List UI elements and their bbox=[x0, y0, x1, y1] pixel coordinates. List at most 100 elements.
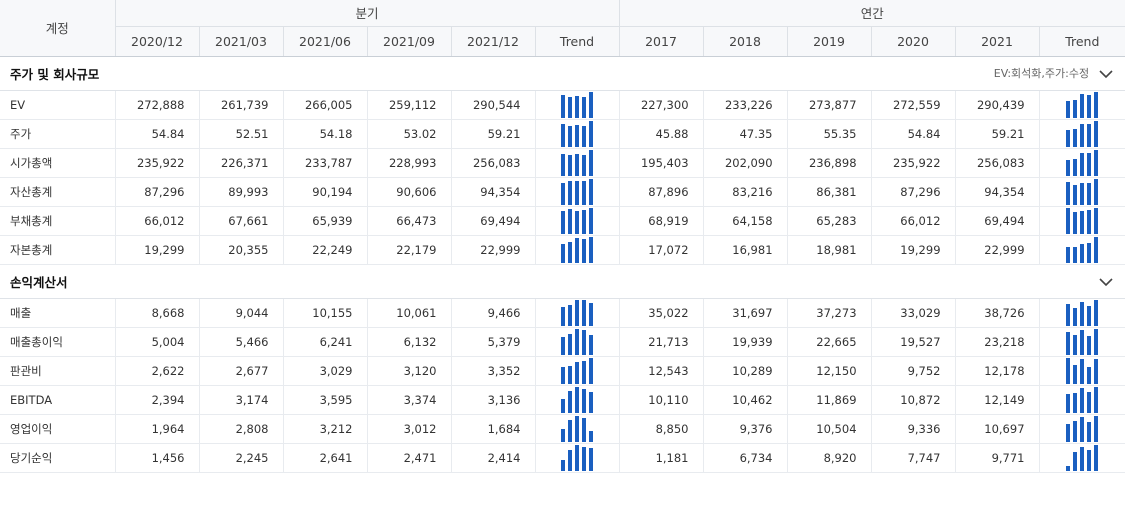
quarter-value-cell: 6,241 bbox=[283, 327, 368, 357]
quarter-col-header: 2021/12 bbox=[451, 26, 536, 57]
quarter-value-cell: 10,061 bbox=[367, 298, 452, 328]
annual-trend-cell bbox=[1039, 327, 1125, 357]
annual-value-cell: 10,462 bbox=[703, 385, 788, 415]
annual-value-cell: 19,299 bbox=[871, 235, 956, 265]
trend-sparkbar-icon bbox=[1066, 386, 1099, 413]
quarter-col-header: 2021/03 bbox=[199, 26, 284, 57]
trend-bar bbox=[582, 238, 586, 263]
chevron-down-icon[interactable] bbox=[1099, 277, 1113, 287]
trend-sparkbar-icon bbox=[1066, 357, 1099, 384]
trend-bar bbox=[1080, 329, 1085, 355]
trend-bar bbox=[589, 236, 593, 263]
trend-sparkbar-icon bbox=[561, 120, 593, 147]
trend-bar bbox=[561, 182, 565, 205]
quarter-value-cell: 233,787 bbox=[283, 148, 368, 178]
quarter-value-cell: 3,595 bbox=[283, 385, 368, 415]
trend-sparkbar-icon bbox=[561, 415, 593, 442]
annual-value-cell: 195,403 bbox=[619, 148, 704, 178]
annual-value-cell: 6,734 bbox=[703, 443, 788, 473]
row-label: 자산총계 bbox=[0, 177, 116, 207]
quarter-col-header: 2021/06 bbox=[283, 26, 368, 57]
annual-value-cell: 45.88 bbox=[619, 119, 704, 149]
annual-value-cell: 54.84 bbox=[871, 119, 956, 149]
quarter-value-cell: 20,355 bbox=[199, 235, 284, 265]
quarter-trend-cell bbox=[535, 119, 620, 149]
trend-bar bbox=[1066, 159, 1071, 176]
trend-bar bbox=[1080, 446, 1085, 471]
trend-sparkbar-icon bbox=[561, 386, 593, 413]
quarter-value-cell: 66,012 bbox=[115, 206, 200, 236]
quarter-value-cell: 2,641 bbox=[283, 443, 368, 473]
trend-bar bbox=[1066, 423, 1071, 442]
quarter-value-cell: 65,939 bbox=[283, 206, 368, 236]
quarter-value-cell: 290,544 bbox=[451, 90, 536, 120]
annual-trend-cell bbox=[1039, 206, 1125, 236]
annual-value-cell: 59.21 bbox=[955, 119, 1040, 149]
quarter-trend-cell bbox=[535, 414, 620, 444]
section-toggle-button[interactable] bbox=[1089, 275, 1113, 288]
annual-value-cell: 66,012 bbox=[871, 206, 956, 236]
chevron-down-icon[interactable] bbox=[1099, 69, 1113, 79]
trend-sparkbar-icon bbox=[1066, 444, 1099, 471]
quarter-col-header: 2020/12 bbox=[115, 26, 200, 57]
trend-bar bbox=[589, 120, 593, 147]
section-header[interactable]: 주가 및 회사규모 EV:회석화,주가:수정 bbox=[0, 56, 1125, 91]
annual-value-cell: 18,981 bbox=[787, 235, 872, 265]
section-toggle-button[interactable] bbox=[1089, 67, 1113, 80]
trend-sparkbar-icon bbox=[561, 357, 593, 384]
quarter-trend-cell bbox=[535, 298, 620, 328]
annual-value-cell: 16,981 bbox=[703, 235, 788, 265]
trend-bar bbox=[1066, 207, 1071, 234]
row-label: EBITDA bbox=[0, 385, 116, 415]
row-label: 주가 bbox=[0, 119, 116, 149]
annual-col-header: 2018 bbox=[703, 26, 788, 57]
trend-bar bbox=[589, 302, 593, 326]
annual-col-header: 2019 bbox=[787, 26, 872, 57]
annual-value-cell: 290,439 bbox=[955, 90, 1040, 120]
section-header[interactable]: 손익계산서 bbox=[0, 264, 1125, 299]
quarter-value-cell: 1,456 bbox=[115, 443, 200, 473]
table-body: 주가 및 회사규모 EV:회석화,주가:수정 EV 272,888 261,739 266… bbox=[0, 56, 1125, 473]
annual-value-cell: 38,726 bbox=[955, 298, 1040, 328]
trend-bar bbox=[1080, 387, 1085, 413]
annual-value-cell: 17,072 bbox=[619, 235, 704, 265]
quarter-value-cell: 54.18 bbox=[283, 119, 368, 149]
annual-value-cell: 227,300 bbox=[619, 90, 704, 120]
table-header: 계정 분기 연간 2020/12 2021/03 2021/06 2021/09… bbox=[0, 0, 1125, 57]
trend-bar bbox=[575, 237, 579, 263]
trend-bar bbox=[582, 329, 586, 355]
trend-bar bbox=[1066, 100, 1071, 118]
quarter-value-cell: 259,112 bbox=[367, 90, 452, 120]
annual-value-cell: 10,289 bbox=[703, 356, 788, 386]
trend-bar bbox=[1073, 99, 1078, 118]
quarter-trend-cell bbox=[535, 90, 620, 120]
trend-bar bbox=[1087, 449, 1092, 471]
trend-bar bbox=[1094, 415, 1099, 442]
trend-bar bbox=[582, 360, 586, 384]
annual-value-cell: 68,919 bbox=[619, 206, 704, 236]
trend-bar bbox=[568, 304, 572, 326]
trend-bar bbox=[582, 96, 586, 118]
trend-bar bbox=[1094, 178, 1099, 205]
quarter-value-cell: 90,606 bbox=[367, 177, 452, 207]
annual-trend-cell bbox=[1039, 90, 1125, 120]
quarter-trend-cell bbox=[535, 177, 620, 207]
trend-sparkbar-icon bbox=[561, 236, 593, 263]
trend-bar bbox=[1066, 331, 1071, 355]
annual-trend-header: Trend bbox=[1039, 26, 1125, 57]
quarter-value-cell: 66,473 bbox=[367, 206, 452, 236]
trend-bar bbox=[1073, 420, 1078, 442]
financial-table: 계정 분기 연간 2020/12 2021/03 2021/06 2021/09… bbox=[0, 0, 1125, 473]
annual-trend-cell bbox=[1039, 414, 1125, 444]
trend-bar bbox=[582, 180, 586, 205]
annual-value-cell: 273,877 bbox=[787, 90, 872, 120]
trend-bar bbox=[582, 417, 586, 442]
trend-bar bbox=[1094, 444, 1099, 471]
trend-bar bbox=[561, 306, 565, 326]
annual-value-cell: 94,354 bbox=[955, 177, 1040, 207]
trend-sparkbar-icon bbox=[561, 178, 593, 205]
trend-sparkbar-icon bbox=[561, 444, 593, 471]
trend-sparkbar-icon bbox=[1066, 236, 1099, 263]
quarter-value-cell: 22,999 bbox=[451, 235, 536, 265]
trend-bar bbox=[1087, 182, 1092, 205]
